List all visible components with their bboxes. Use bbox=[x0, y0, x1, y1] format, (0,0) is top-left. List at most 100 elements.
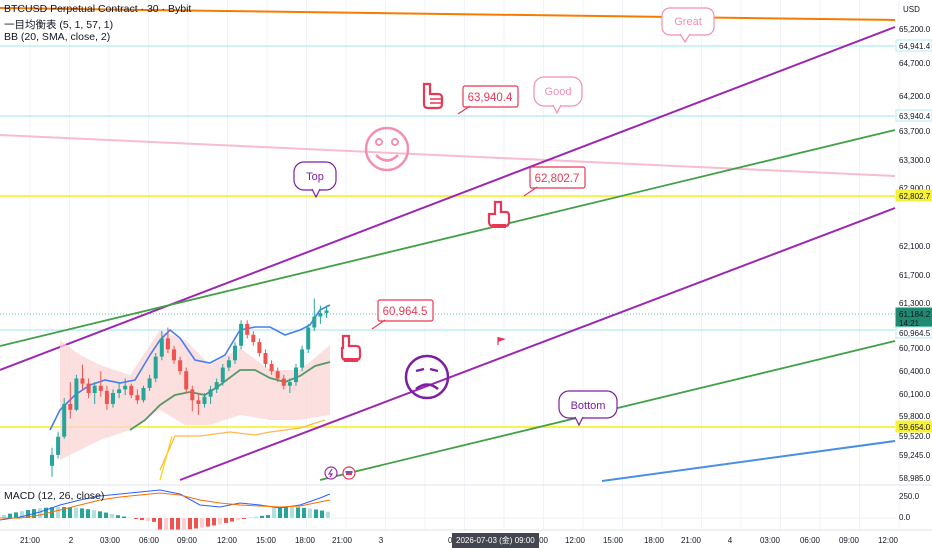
time-tick-label: 09:00 bbox=[839, 536, 860, 545]
candle-body bbox=[287, 382, 292, 386]
macd-bar bbox=[320, 510, 324, 518]
macd-bar bbox=[308, 508, 312, 518]
price-badge-text: 63,940.4 bbox=[899, 112, 931, 121]
candle-body bbox=[275, 371, 280, 379]
time-tick-label: 15:00 bbox=[256, 536, 277, 545]
price-tick-label: 64,700.0 bbox=[899, 59, 931, 68]
bb-legend[interactable]: BB (20, SMA, close, 2) bbox=[4, 31, 111, 43]
price-label-63940[interactable]: 63,940.4 bbox=[457, 85, 519, 115]
macd-bar bbox=[134, 518, 138, 520]
time-tick-label: 21:00 bbox=[20, 536, 41, 545]
price-badge bbox=[895, 420, 932, 433]
macd-bar bbox=[122, 516, 126, 518]
price-tick-label: 63,300.0 bbox=[899, 156, 931, 165]
candle-body bbox=[56, 436, 61, 455]
macd-bar bbox=[242, 518, 246, 520]
lightning-icon[interactable] bbox=[324, 466, 338, 480]
macd-bar bbox=[236, 518, 240, 521]
price-label-62802[interactable]: 62,802.7 bbox=[523, 166, 586, 197]
time-tick-label: 18:00 bbox=[295, 536, 316, 545]
candle-body bbox=[129, 385, 134, 396]
time-tick-label: 06:00 bbox=[800, 536, 821, 545]
price-badge bbox=[895, 326, 932, 339]
callout-top[interactable]: Top bbox=[293, 161, 337, 199]
macd-bar bbox=[74, 507, 78, 518]
price-badge-text: 64,941.4 bbox=[899, 42, 931, 51]
candle-body bbox=[50, 454, 54, 466]
candle-body bbox=[208, 389, 213, 397]
price-badge-text: 60,964.5 bbox=[899, 329, 931, 338]
price-badge-text: 62,802.7 bbox=[899, 192, 931, 201]
flag-circle-icon[interactable] bbox=[342, 466, 356, 480]
callout-top-text: Top bbox=[306, 171, 324, 183]
sad-face-icon[interactable] bbox=[404, 354, 450, 400]
candle-body bbox=[306, 327, 311, 350]
macd-bar bbox=[110, 513, 114, 518]
green-channel-upper[interactable] bbox=[0, 129, 896, 347]
leading-line bbox=[159, 435, 173, 481]
blue-trendline[interactable] bbox=[601, 440, 896, 482]
callout-great[interactable]: Great bbox=[661, 7, 715, 44]
candle-body bbox=[281, 378, 286, 386]
macd-bar bbox=[92, 510, 96, 518]
pink-trendline[interactable] bbox=[0, 134, 896, 177]
price-tick-label: 64,200.0 bbox=[899, 92, 931, 101]
purple-channel-lower[interactable] bbox=[179, 207, 896, 481]
candle-body bbox=[153, 356, 158, 379]
time-tick-label: 06:00 bbox=[139, 536, 160, 545]
flag-icon[interactable] bbox=[497, 337, 506, 345]
candle-body bbox=[104, 390, 109, 404]
price-tick-label: 60,400.0 bbox=[899, 367, 931, 376]
callout-great-text: Great bbox=[674, 16, 702, 28]
macd-bar bbox=[284, 507, 288, 518]
macd-bar bbox=[98, 511, 102, 518]
time-tick-label: 03:00 bbox=[100, 536, 121, 545]
price-badge-text: 59,654.0 bbox=[899, 423, 931, 432]
macd-bar bbox=[146, 518, 150, 522]
macd-histogram bbox=[2, 507, 330, 530]
macd-bar bbox=[206, 518, 210, 527]
pointing-hand-icon[interactable] bbox=[340, 334, 362, 362]
macd-bar bbox=[38, 508, 42, 518]
price-badge bbox=[895, 109, 932, 122]
price-tick-label: 61,300.0 bbox=[899, 299, 931, 308]
price-label-60964[interactable]: 60,964.5 bbox=[371, 299, 434, 330]
price-tick-label: 59,520.0 bbox=[899, 432, 931, 441]
candle-body bbox=[324, 310, 329, 313]
macd-bar bbox=[188, 518, 192, 530]
purple-channel-upper[interactable] bbox=[0, 26, 896, 371]
macd-bar bbox=[14, 512, 18, 518]
happy-face-icon[interactable] bbox=[364, 126, 410, 172]
macd-axis: 250.0 0.0 bbox=[899, 492, 920, 522]
candle-body bbox=[263, 352, 268, 364]
time-tick-label: 12:00 bbox=[217, 536, 238, 545]
macd-bar bbox=[104, 512, 108, 518]
pointing-hand-icon[interactable] bbox=[487, 200, 511, 228]
candle-body bbox=[123, 385, 128, 390]
macd-bar bbox=[182, 518, 186, 530]
symbol-legend[interactable]: BTCUSD Perpetual Contract · 30 · Bybit bbox=[4, 3, 192, 15]
time-tick-label: 21:00 bbox=[681, 536, 702, 545]
macd-bar bbox=[230, 518, 234, 522]
ichimoku-legend[interactable]: 一目均衡表 (5, 1, 57, 1) bbox=[4, 19, 114, 31]
macd-bar bbox=[44, 507, 48, 518]
macd-bar bbox=[116, 515, 120, 518]
price-tick-label: 60,100.0 bbox=[899, 390, 931, 399]
time-tick-label: 12:00 bbox=[878, 536, 899, 545]
price-axis[interactable]: 65,200.0 64,700.0 64,200.0 63,700.0 63,300.0… bbox=[895, 25, 932, 483]
macd-legend[interactable]: MACD (12, 26, close) bbox=[4, 490, 105, 502]
candle-body bbox=[165, 338, 170, 350]
time-tick-label: 12:00 bbox=[565, 536, 586, 545]
callout-bottom[interactable]: Bottom bbox=[558, 390, 618, 427]
pointing-hand-icon[interactable] bbox=[422, 82, 444, 110]
candle-body bbox=[86, 383, 91, 394]
orange-trendline[interactable] bbox=[0, 7, 896, 21]
candle-body bbox=[202, 396, 207, 404]
time-tick-label: 03:00 bbox=[760, 536, 781, 545]
macd-bar bbox=[62, 507, 66, 518]
price-badge-sub: 14:21 bbox=[899, 319, 920, 328]
macd-bar bbox=[326, 511, 330, 518]
callout-good[interactable]: Good bbox=[533, 76, 583, 115]
price-badge bbox=[895, 189, 932, 202]
